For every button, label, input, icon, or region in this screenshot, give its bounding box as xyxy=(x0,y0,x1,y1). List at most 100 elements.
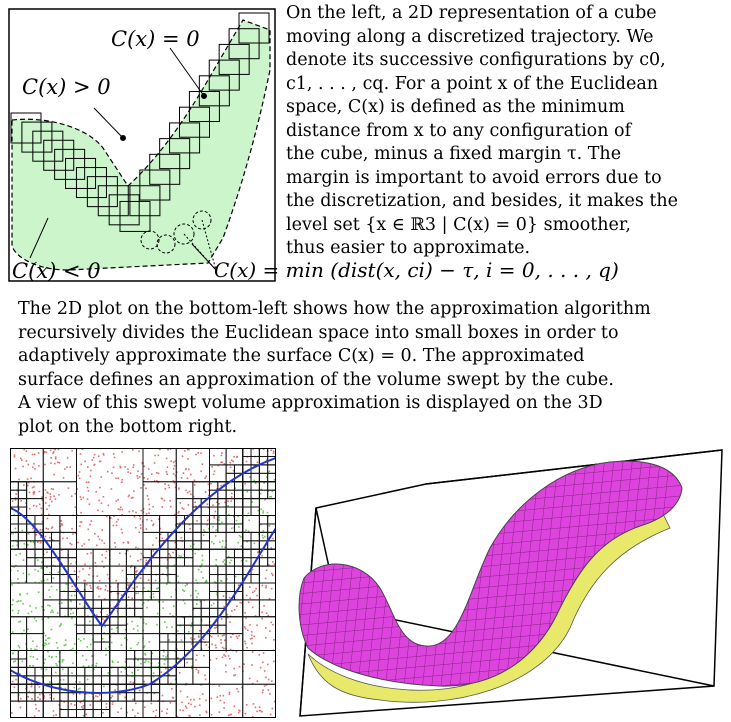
outside-point xyxy=(51,539,54,541)
outside-point xyxy=(195,659,197,661)
outside-point xyxy=(210,635,213,638)
inside-point xyxy=(151,652,154,655)
inside-point xyxy=(73,643,76,645)
outside-point xyxy=(212,473,215,476)
outside-point xyxy=(189,473,192,476)
outside-point xyxy=(99,486,101,489)
inside-point xyxy=(162,600,164,603)
inside-point xyxy=(107,672,110,674)
inside-point xyxy=(269,495,271,498)
inside-point xyxy=(72,662,74,664)
inside-point xyxy=(218,519,221,521)
outside-point xyxy=(18,478,20,481)
inside-point xyxy=(14,527,17,530)
outside-point xyxy=(54,462,56,465)
outside-point xyxy=(101,510,104,513)
inside-point xyxy=(77,638,80,640)
inside-point xyxy=(126,623,129,625)
inside-point xyxy=(29,541,32,543)
outside-point xyxy=(33,715,36,718)
outside-point xyxy=(201,693,204,695)
outside-point xyxy=(273,638,275,641)
outside-point xyxy=(85,713,88,716)
inside-point xyxy=(11,584,13,586)
outside-point xyxy=(38,710,40,712)
inside-point xyxy=(237,541,240,544)
swept-region xyxy=(11,19,271,271)
outside-point xyxy=(74,588,77,591)
inside-point xyxy=(143,646,145,649)
inside-point xyxy=(197,549,200,551)
inside-point xyxy=(163,663,166,665)
inside-point xyxy=(263,482,265,484)
outside-point xyxy=(38,490,41,493)
outside-point xyxy=(41,690,44,693)
outside-point xyxy=(52,488,55,491)
inside-point xyxy=(60,686,62,689)
outside-point xyxy=(222,595,225,597)
inside-point xyxy=(103,685,105,688)
inside-point xyxy=(18,646,21,649)
inside-point xyxy=(75,680,77,683)
outside-point xyxy=(193,484,196,486)
outside-point xyxy=(190,493,192,496)
outside-point xyxy=(117,498,119,501)
inside-point xyxy=(15,554,18,556)
inside-point xyxy=(268,525,271,527)
outside-point xyxy=(102,495,105,498)
outside-point xyxy=(263,670,266,672)
outside-point xyxy=(101,560,104,563)
outside-point xyxy=(191,638,193,641)
inside-point xyxy=(195,603,198,605)
inside-point xyxy=(200,564,203,567)
inside-point xyxy=(165,626,168,629)
outside-point xyxy=(15,678,17,681)
outside-point xyxy=(131,448,134,451)
outside-point xyxy=(50,462,52,464)
inside-point xyxy=(16,600,18,603)
inside-point xyxy=(227,505,229,507)
outside-point xyxy=(119,465,122,468)
outside-point xyxy=(10,673,13,675)
outside-point xyxy=(224,501,226,504)
outside-point xyxy=(233,608,236,611)
inside-point xyxy=(85,658,88,661)
inside-point xyxy=(48,589,51,591)
outside-point xyxy=(213,454,215,457)
inside-point xyxy=(79,687,81,690)
outside-point xyxy=(77,576,80,578)
outside-point xyxy=(166,712,168,715)
outside-point xyxy=(241,686,243,689)
inside-point xyxy=(120,644,123,646)
inside-point xyxy=(44,658,47,661)
inside-point xyxy=(197,568,200,571)
inside-point xyxy=(124,661,127,663)
outside-point xyxy=(69,542,71,545)
outside-point xyxy=(179,709,182,711)
inside-point xyxy=(71,617,73,620)
inside-point xyxy=(176,648,178,650)
outside-point xyxy=(249,624,251,626)
outside-point xyxy=(37,696,39,699)
inside-point xyxy=(230,527,233,530)
outside-point xyxy=(125,552,127,555)
outside-point xyxy=(248,677,251,680)
cube-square xyxy=(43,139,75,171)
outside-point xyxy=(132,464,135,466)
inside-point xyxy=(13,566,15,568)
outside-point xyxy=(148,508,151,510)
outside-point xyxy=(159,527,161,530)
outside-point xyxy=(168,553,170,555)
inside-point xyxy=(16,540,19,543)
inside-point xyxy=(23,629,25,632)
outside-point xyxy=(49,498,51,501)
inside-point xyxy=(111,660,114,662)
outside-point xyxy=(187,458,189,460)
outside-point xyxy=(131,564,133,567)
outside-point xyxy=(174,678,177,681)
inside-point xyxy=(34,581,37,584)
outside-point xyxy=(97,588,100,590)
outside-point xyxy=(249,638,252,640)
inside-point xyxy=(237,526,240,528)
inside-point xyxy=(81,654,84,657)
